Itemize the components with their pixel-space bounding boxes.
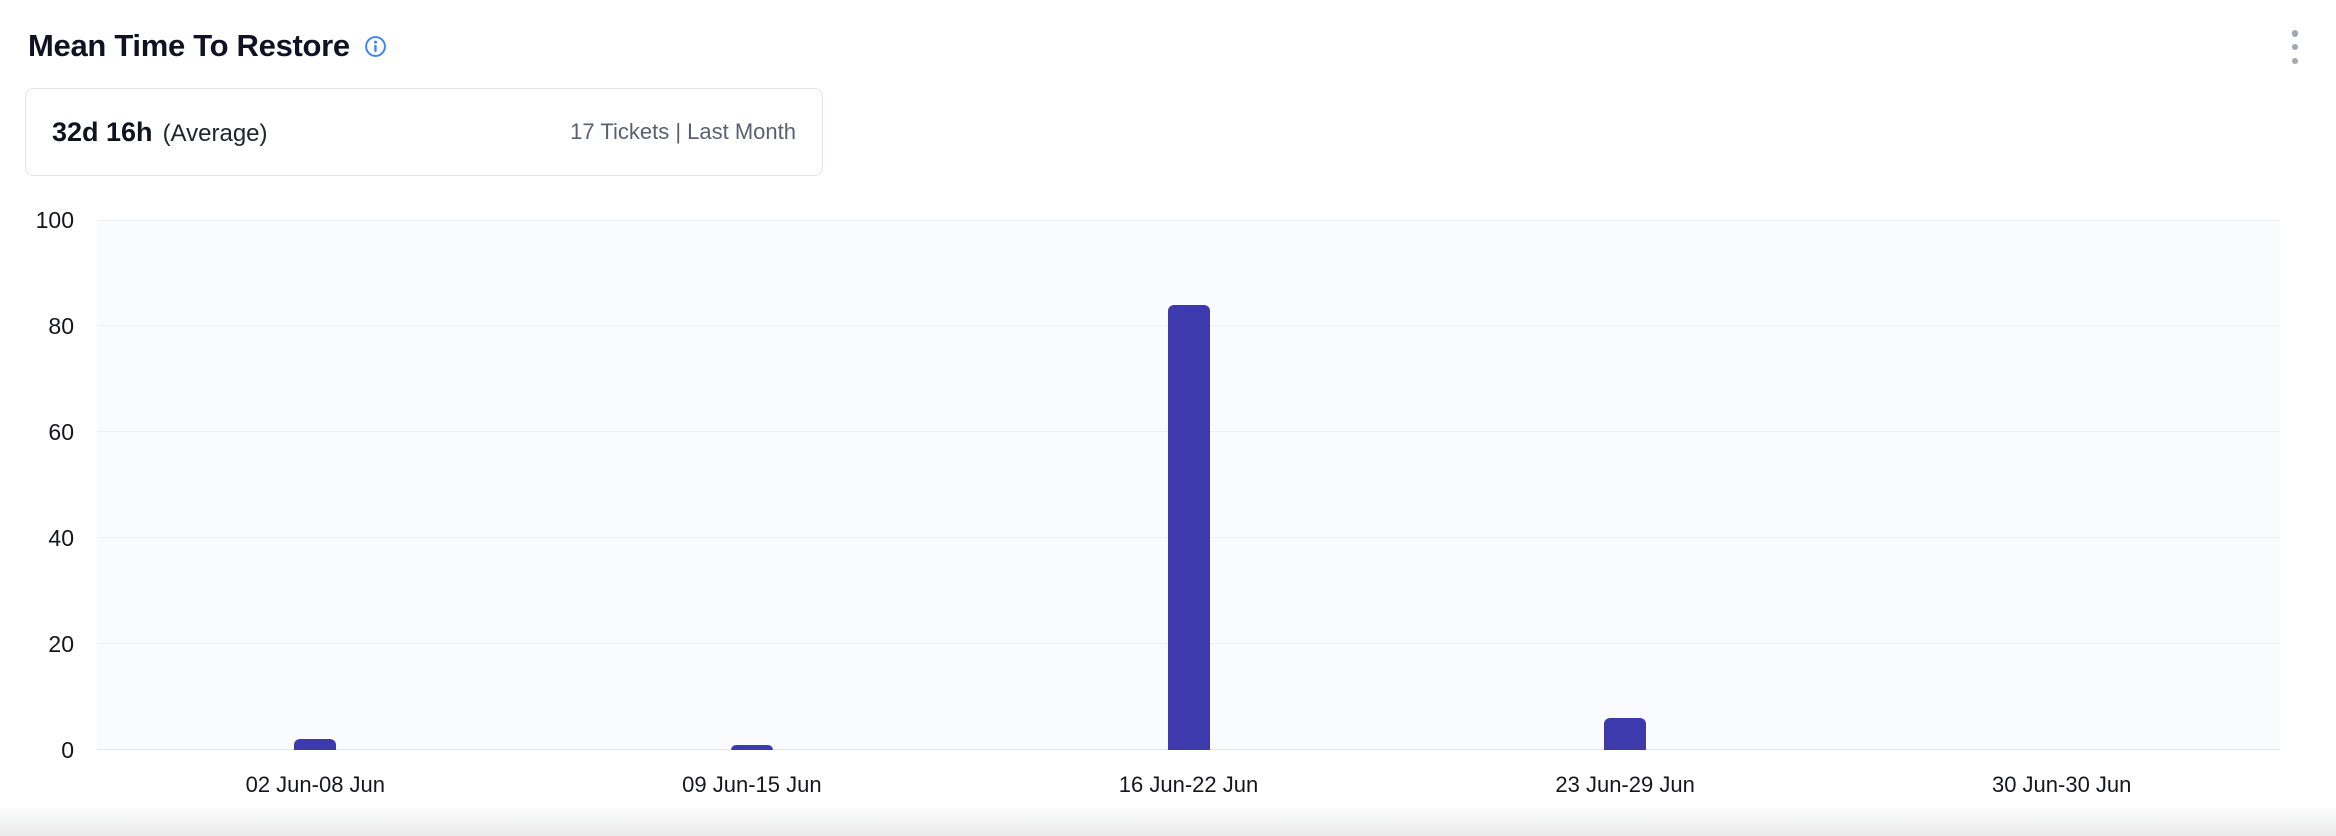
x-tick-label: 23 Jun-29 Jun [1555,772,1695,797]
kebab-menu-icon[interactable] [2288,30,2302,64]
info-icon[interactable] [364,35,387,58]
y-axis: 0 20 40 60 80 100 [0,207,74,763]
page-title: Mean Time To Restore [28,28,350,63]
summary-card: 32d 16h (Average) 17 Tickets | Last Mont… [25,88,823,176]
summary-average: 32d 16h (Average) [52,117,268,148]
chart-bar[interactable] [294,739,337,750]
kebab-dot [2291,57,2299,64]
kebab-dot [2291,30,2299,37]
chart-bar[interactable] [730,744,773,750]
chart-bar[interactable] [1604,718,1647,750]
card-bottom-shadow [0,806,2336,836]
x-axis: 02 Jun-08 Jun 09 Jun-15 Jun 16 Jun-22 Jun 2… [97,772,2280,802]
summary-value-label: (Average) [162,119,268,147]
x-tick-label: 02 Jun-08 Jun [245,772,386,797]
y-tick-label: 60 [48,419,74,445]
y-tick-label: 80 [48,313,74,339]
x-tick-label: 09 Jun-15 Jun [682,772,822,797]
chart-plot-area [97,220,2280,750]
y-tick-label: 100 [35,207,74,233]
y-tick-label: 20 [48,631,74,657]
y-tick-label: 0 [61,737,74,763]
x-tick-label: 16 Jun-22 Jun [1118,772,1259,797]
y-tick-label: 40 [48,525,74,551]
x-tick-label: 30 Jun-30 Jun [1991,772,2132,797]
widget-header: Mean Time To Restore [28,28,387,64]
chart-bar[interactable] [1167,304,1210,750]
kebab-dot [2291,43,2299,51]
gridline [97,220,2280,221]
summary-meta: 17 Tickets | Last Month [570,119,796,144]
summary-value: 32d 16h [52,116,153,147]
